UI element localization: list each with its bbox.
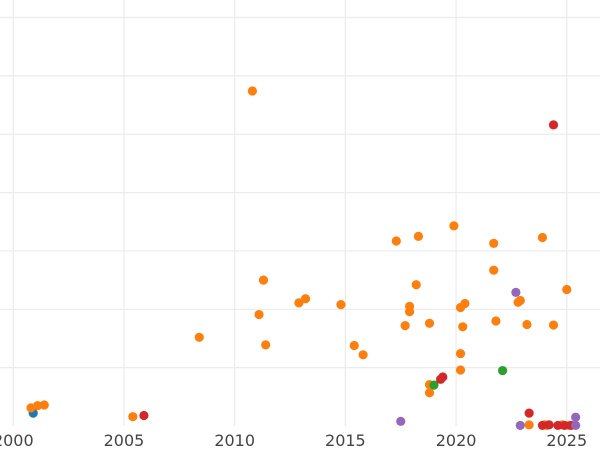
- data-point: [449, 221, 459, 231]
- x-tick-label: 2000: [0, 431, 34, 450]
- data-point: [458, 322, 468, 332]
- data-point: [524, 420, 534, 430]
- data-point: [489, 265, 499, 275]
- data-point: [553, 420, 563, 431]
- data-point: [491, 316, 501, 326]
- data-point: [429, 380, 439, 390]
- x-tick-label: 2015: [325, 431, 366, 450]
- data-point: [515, 420, 525, 431]
- data-point: [33, 400, 43, 411]
- data-point: [400, 321, 410, 331]
- data-point: [424, 388, 435, 398]
- x-tick-label: 2005: [104, 431, 145, 450]
- data-point: [261, 340, 271, 350]
- data-point: [455, 349, 466, 359]
- data-point: [358, 350, 368, 360]
- data-point: [258, 275, 269, 285]
- data-point: [411, 280, 421, 290]
- data-point: [559, 420, 570, 431]
- data-point: [139, 410, 149, 421]
- data-point: [524, 408, 534, 418]
- x-tick-label: 2020: [436, 431, 477, 450]
- data-point: [247, 86, 257, 96]
- data-point: [489, 238, 499, 248]
- data-point: [515, 295, 525, 306]
- data-point: [537, 420, 548, 431]
- data-point: [413, 231, 424, 241]
- data-point: [522, 319, 532, 330]
- data-point: [396, 416, 406, 426]
- data-point: [391, 236, 401, 246]
- data-point: [562, 284, 572, 295]
- data-point: [194, 332, 204, 342]
- x-tick-label: 2010: [214, 431, 255, 450]
- data-point: [548, 120, 559, 130]
- data-point: [300, 294, 311, 304]
- data-point: [544, 420, 554, 430]
- data-point: [336, 300, 346, 310]
- data-point: [537, 232, 548, 243]
- data-point: [460, 298, 470, 309]
- data-point: [455, 365, 466, 375]
- data-point: [39, 400, 49, 410]
- data-point: [548, 320, 559, 330]
- data-point: [349, 340, 359, 351]
- grid-lines: [0, 0, 600, 426]
- x-axis-tick-labels: 2000 2005 2010 2015 2020 2025: [0, 431, 587, 450]
- data-point: [438, 372, 448, 382]
- data-point: [294, 298, 304, 308]
- data-point: [571, 420, 581, 431]
- data-point: [128, 412, 138, 422]
- data-point: [497, 365, 508, 376]
- data-point: [404, 307, 415, 317]
- data-point: [254, 309, 264, 320]
- data-point: [511, 287, 521, 297]
- data-point: [571, 412, 581, 422]
- x-tick-label: 2025: [546, 431, 587, 450]
- data-points: [26, 86, 581, 431]
- data-point: [424, 318, 435, 328]
